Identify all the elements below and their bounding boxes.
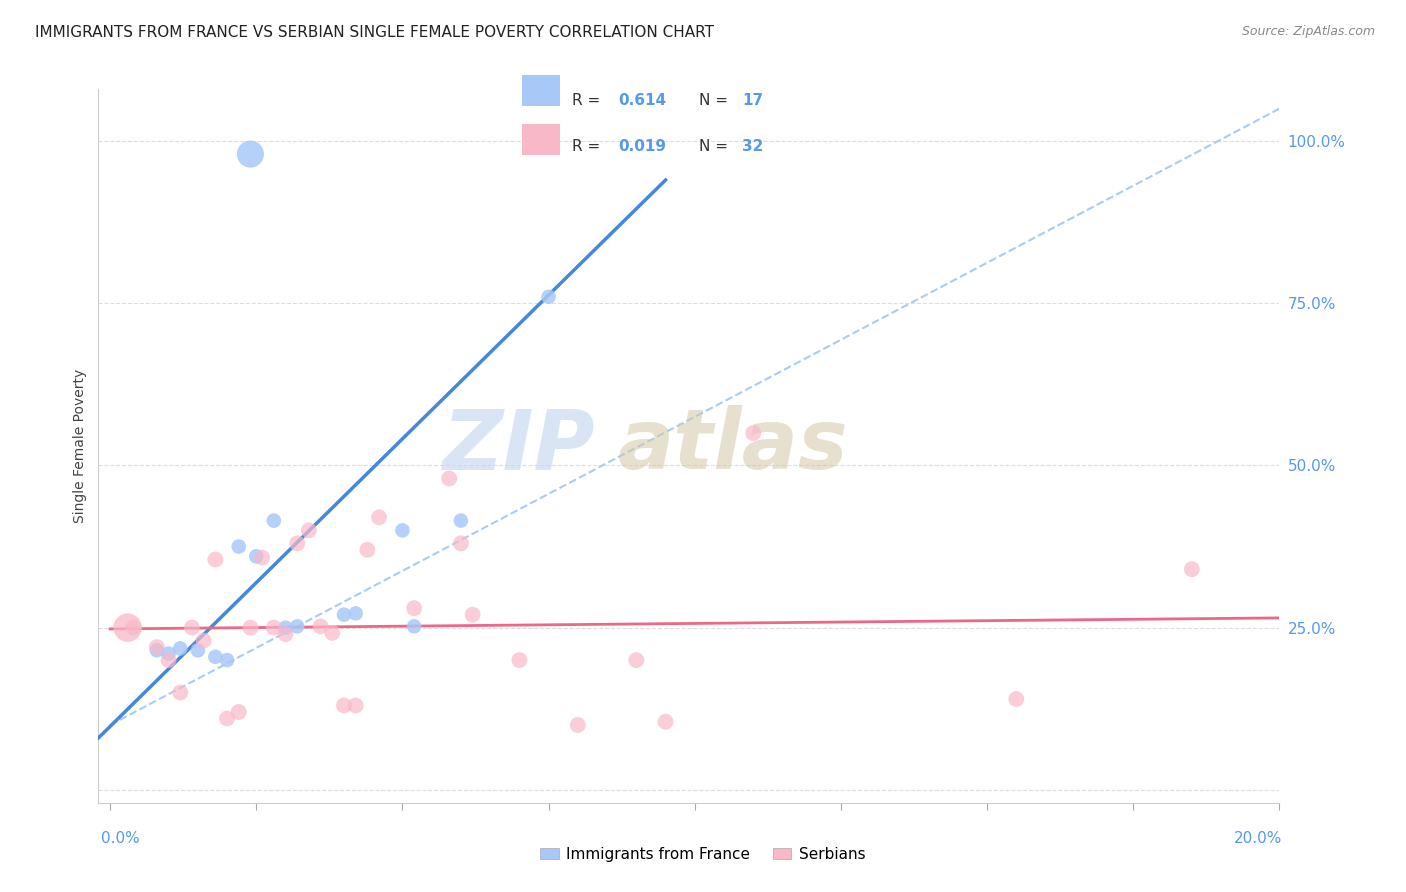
- Point: [309, 619, 332, 633]
- Text: IMMIGRANTS FROM FRANCE VS SERBIAN SINGLE FEMALE POVERTY CORRELATION CHART: IMMIGRANTS FROM FRANCE VS SERBIAN SINGLE…: [35, 25, 714, 40]
- Text: R =: R =: [572, 93, 605, 108]
- Point: [626, 653, 648, 667]
- Point: [1005, 692, 1028, 706]
- Text: 0.0%: 0.0%: [101, 831, 141, 846]
- Point: [239, 147, 262, 161]
- Point: [391, 524, 413, 538]
- Point: [439, 471, 461, 485]
- Point: [228, 540, 250, 554]
- Point: [274, 621, 297, 635]
- Point: [333, 607, 356, 622]
- Text: N =: N =: [699, 93, 733, 108]
- Point: [146, 640, 169, 654]
- Point: [263, 514, 285, 528]
- Legend: Immigrants from France, Serbians: Immigrants from France, Serbians: [534, 841, 872, 868]
- Point: [508, 653, 530, 667]
- Point: [404, 619, 426, 633]
- Point: [274, 627, 297, 641]
- Point: [344, 698, 367, 713]
- Point: [461, 607, 484, 622]
- Text: 0.019: 0.019: [619, 139, 666, 154]
- Point: [344, 607, 367, 621]
- Point: [245, 549, 267, 564]
- Point: [250, 550, 273, 565]
- Point: [187, 643, 209, 657]
- Point: [263, 621, 285, 635]
- Text: 0.614: 0.614: [619, 93, 666, 108]
- Point: [117, 621, 139, 635]
- Point: [157, 647, 180, 661]
- Point: [567, 718, 589, 732]
- Point: [285, 536, 308, 550]
- FancyBboxPatch shape: [523, 124, 560, 155]
- Text: 20.0%: 20.0%: [1234, 831, 1282, 846]
- Text: Source: ZipAtlas.com: Source: ZipAtlas.com: [1241, 25, 1375, 38]
- Point: [404, 601, 426, 615]
- Point: [654, 714, 676, 729]
- Text: 32: 32: [742, 139, 763, 154]
- Text: atlas: atlas: [619, 406, 849, 486]
- Point: [450, 536, 472, 550]
- Point: [146, 643, 169, 657]
- Point: [537, 290, 560, 304]
- Point: [169, 641, 191, 656]
- Point: [239, 621, 262, 635]
- Text: R =: R =: [572, 139, 605, 154]
- Point: [450, 514, 472, 528]
- Point: [333, 698, 356, 713]
- Point: [1181, 562, 1204, 576]
- Point: [228, 705, 250, 719]
- FancyBboxPatch shape: [523, 75, 560, 105]
- Point: [181, 621, 204, 635]
- Point: [215, 653, 238, 667]
- Y-axis label: Single Female Poverty: Single Female Poverty: [73, 369, 87, 523]
- Point: [204, 649, 226, 664]
- Point: [285, 619, 308, 633]
- Point: [356, 542, 378, 557]
- Text: 17: 17: [742, 93, 763, 108]
- Point: [215, 711, 238, 725]
- Point: [298, 524, 321, 538]
- Point: [742, 425, 765, 440]
- Point: [321, 625, 343, 640]
- Point: [204, 552, 226, 566]
- Text: N =: N =: [699, 139, 733, 154]
- Point: [368, 510, 391, 524]
- Point: [169, 685, 191, 699]
- Point: [193, 633, 215, 648]
- Text: ZIP: ZIP: [441, 406, 595, 486]
- Point: [122, 621, 145, 635]
- Point: [157, 653, 180, 667]
